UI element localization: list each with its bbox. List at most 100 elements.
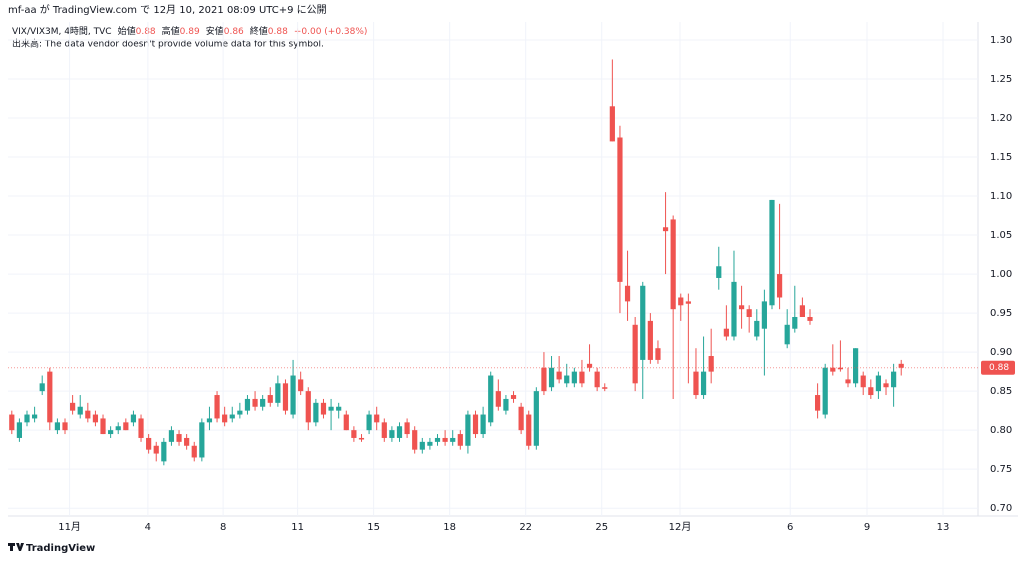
x-tick-label: 15 (367, 522, 380, 533)
candle-body (16, 422, 23, 438)
candle-body (298, 379, 304, 392)
tv-logo (8, 543, 24, 551)
candle-body (419, 441, 425, 450)
x-tick-label: 6 (787, 522, 793, 533)
candle-body (47, 371, 53, 423)
candle-body (799, 305, 805, 317)
candle-body (351, 430, 357, 438)
candle-body (564, 375, 570, 384)
legend-value: 0.89 (180, 27, 200, 37)
x-tick-label: 4 (145, 522, 151, 533)
legend-value: 0.86 (224, 27, 244, 37)
candle-body (366, 414, 372, 431)
candle-body (77, 406, 83, 415)
y-tick-label: 0.85 (990, 386, 1012, 397)
candle-body (465, 414, 471, 446)
candle-body (883, 383, 889, 388)
x-tick-label: 25 (595, 522, 608, 533)
candle-body (191, 445, 197, 458)
candle-body (685, 301, 691, 304)
candle-body (115, 426, 121, 431)
candle-body (784, 324, 790, 345)
candle-body (776, 274, 783, 298)
candle-body (328, 406, 334, 411)
y-tick-label: 0.75 (990, 464, 1012, 475)
candle-body (837, 367, 844, 370)
candle-body (396, 426, 403, 438)
candle-body (746, 309, 752, 317)
candle-body (860, 375, 866, 388)
candle-body (199, 422, 205, 458)
candle-body (518, 406, 524, 431)
candle-body (176, 434, 182, 442)
candle-body (632, 324, 638, 384)
candle-body (313, 402, 319, 423)
volume-note: 出来高: The data vendor doesn't provide vol… (12, 38, 324, 50)
candle-body (374, 414, 380, 423)
candle-body (457, 434, 463, 446)
candle-body (161, 441, 167, 462)
candle-body (769, 199, 775, 306)
candle-body (252, 398, 258, 407)
candle-body (891, 371, 897, 388)
candle-body (609, 106, 615, 142)
candle-body (541, 367, 547, 392)
candle-body (62, 422, 68, 431)
candle-body (358, 437, 365, 440)
candle-body (39, 383, 45, 392)
candle-body (624, 285, 631, 302)
candle-body (678, 297, 684, 306)
candle-body (548, 367, 555, 388)
candle-body (168, 430, 175, 442)
candle-body (754, 320, 760, 337)
candle-body (138, 418, 144, 438)
last-price-badge (981, 360, 1015, 375)
candle-body (670, 219, 676, 310)
candle-body (875, 375, 882, 392)
x-tick-label: 8 (220, 522, 226, 533)
last-price-label: 0.88 (989, 363, 1009, 373)
candle-body (381, 422, 387, 438)
candle-body (898, 363, 904, 368)
candle-body (647, 320, 653, 360)
y-tick-label: 1.05 (990, 230, 1012, 241)
x-tick-label: 11 (291, 522, 304, 533)
x-tick-label: 18 (443, 522, 456, 533)
candle-body (761, 301, 767, 329)
candle-body (556, 371, 562, 380)
candle-body (123, 422, 129, 431)
candle-body (100, 418, 106, 435)
candle-body (845, 379, 851, 384)
candle-body (868, 387, 874, 396)
legend-label: 始値 (118, 25, 136, 37)
candle-body (92, 414, 99, 423)
candle-body (700, 371, 707, 396)
candle-body (617, 137, 623, 282)
candle-body (853, 348, 859, 384)
candle-body (815, 395, 821, 411)
candle-body (305, 391, 311, 423)
candle-body (153, 445, 159, 454)
legend-value: 0.88 (268, 27, 288, 37)
candle-body (830, 367, 836, 372)
candle-body (282, 383, 289, 411)
candle-body (586, 363, 593, 368)
candle-body (792, 316, 798, 329)
candle-body (495, 391, 501, 407)
candle-body (130, 414, 137, 423)
candle-body (343, 414, 349, 431)
legend-symbol: VIX/VIX3M, 4時間, TVC (12, 26, 112, 37)
y-tick-label: 1.20 (990, 113, 1012, 124)
candle-body (184, 437, 190, 446)
symbol-legend: VIX/VIX3M, 4時間, TVC 始値0.88 高値0.89 安値0.86 終値0… (12, 25, 367, 37)
candle-body (54, 422, 61, 431)
candle-body (442, 437, 448, 442)
y-tick-label: 0.80 (990, 425, 1012, 436)
published-line: mf-aa が TradingView.com で 12月 10, 2021 0… (8, 3, 327, 16)
x-tick-label: 12月 (669, 521, 692, 533)
y-tick-label: 1.15 (990, 152, 1012, 163)
legend-value: 0.88 (136, 27, 156, 37)
candle-body (290, 375, 296, 415)
